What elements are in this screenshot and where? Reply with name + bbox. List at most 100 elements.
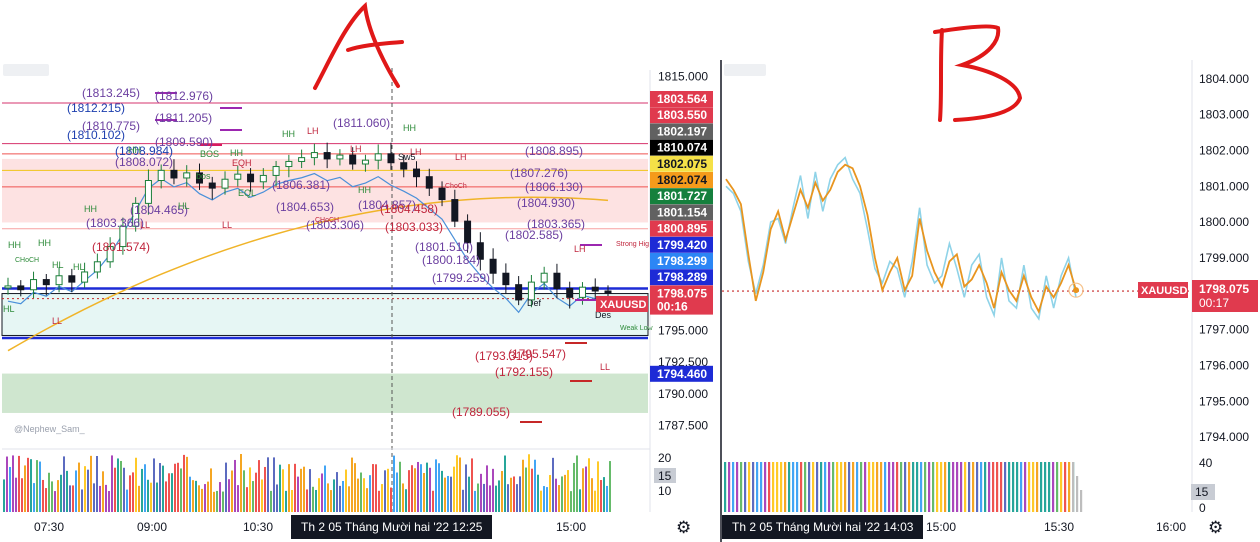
- candle-body: [195, 172, 203, 184]
- volume-bar: [180, 468, 182, 512]
- structure-tag: HL: [178, 201, 190, 211]
- volume-bar: [111, 455, 113, 512]
- price-badge-bg: [650, 139, 713, 156]
- right-top-tab: [724, 64, 766, 76]
- symbol-tag: XAUUSD: [600, 299, 647, 311]
- candle-body: [413, 168, 421, 178]
- volume-bar: [357, 478, 359, 512]
- zone-0: [2, 158, 648, 223]
- volume-badge: 15: [658, 469, 672, 483]
- time-axis-label: 15:30: [1044, 520, 1074, 534]
- premium-discount-box: [1, 293, 649, 336]
- level-label: (1808.072): [115, 155, 173, 169]
- volume-bar: [924, 462, 927, 512]
- volume-bar: [276, 484, 278, 512]
- volume-bar: [378, 490, 380, 512]
- candle-body: [336, 154, 344, 160]
- candle-body: [234, 173, 242, 180]
- price-axis-tick: 1796.000: [1199, 358, 1249, 372]
- volume-bar: [435, 459, 437, 512]
- volume-bar: [1080, 490, 1083, 512]
- volume-bar: [1004, 462, 1007, 512]
- price-axis-tick: 1792.500: [658, 355, 708, 369]
- volume-bar: [12, 455, 14, 512]
- volume-bar: [393, 455, 395, 512]
- volume-bar: [992, 462, 995, 512]
- volume-bar: [78, 462, 80, 512]
- volume-bar: [932, 462, 935, 512]
- volume-bar: [243, 470, 245, 512]
- volume-bar: [279, 464, 281, 512]
- price-badge: 00:16: [657, 300, 688, 314]
- volume-bar: [591, 478, 593, 512]
- volume-bar: [105, 484, 107, 512]
- volume-bar: [1012, 462, 1015, 512]
- zone-1: [2, 293, 648, 336]
- volume-bar: [90, 455, 92, 512]
- price-badge-bg: [650, 172, 713, 188]
- volume-bar: [156, 482, 158, 512]
- volume-bar: [69, 485, 71, 512]
- volume-bar: [816, 462, 819, 512]
- volume-bar: [165, 481, 167, 512]
- level-label: (1801.574): [92, 240, 150, 254]
- candle-body: [285, 160, 293, 168]
- volume-bar: [543, 486, 545, 512]
- candle-body: [604, 290, 612, 294]
- volume-bar: [93, 483, 95, 512]
- candle-body: [489, 258, 497, 274]
- structure-tag: LL: [52, 316, 62, 326]
- volume-bar: [940, 462, 943, 512]
- volume-bar: [820, 462, 823, 512]
- volume-bar: [381, 484, 383, 512]
- volume-bar: [904, 462, 907, 512]
- volume-bar: [372, 464, 374, 512]
- volume-bar: [252, 481, 254, 512]
- candle-body: [4, 285, 12, 289]
- volume-bar: [519, 476, 521, 512]
- volume-bar: [796, 462, 799, 512]
- volume-bar: [570, 491, 572, 512]
- price-badge-bg: [650, 365, 713, 382]
- volume-bar: [594, 490, 596, 512]
- volume-bar: [800, 462, 803, 512]
- volume-bar: [447, 475, 449, 512]
- candle-body: [247, 173, 255, 183]
- price-axis-tick: 1794.000: [1199, 430, 1249, 444]
- candle-body: [170, 169, 178, 179]
- volume-bar: [297, 476, 299, 512]
- volume-bar: [114, 467, 116, 512]
- volume-bar: [944, 462, 947, 512]
- right-chart-svg[interactable]: 1804.000 1803.000 1802.000 1801.000 1800.000…: [720, 0, 1260, 542]
- volume-bar: [928, 462, 931, 512]
- volume-bar: [438, 463, 440, 512]
- price-axis-tick: 1802.000: [1199, 143, 1249, 157]
- volume-bar: [567, 470, 569, 512]
- volume-bar: [609, 461, 611, 512]
- volume-bar: [402, 483, 404, 512]
- left-background: [1, 1, 719, 541]
- structure-tag: LH: [574, 244, 586, 254]
- volume-bar: [552, 457, 554, 512]
- volume-badge: 15: [1195, 485, 1209, 499]
- moving-average-slow: [7, 196, 609, 352]
- volume-bar: [375, 464, 377, 512]
- volume-bar: [351, 457, 353, 512]
- left-settings-gear-icon[interactable]: ⚙: [676, 518, 692, 538]
- volume-bar: [606, 485, 608, 512]
- level-label: (1804.458): [380, 202, 438, 216]
- volume-bar: [426, 462, 428, 512]
- volume-bar: [1076, 476, 1079, 512]
- right-background: [720, 0, 1260, 542]
- right-settings-gear-icon[interactable]: ⚙: [1208, 518, 1224, 538]
- candle-body: [119, 225, 127, 248]
- price-badge: 1798.075: [657, 286, 707, 300]
- volume-bar: [480, 473, 482, 512]
- volume-bar: [531, 468, 533, 512]
- volume-axis-tick: 20: [658, 451, 672, 465]
- volume-bar: [126, 489, 128, 512]
- candle-body: [106, 246, 114, 263]
- left-chart-svg[interactable]: (1813.245) (1812.976) (1812.215) (1810.775)…: [0, 0, 720, 542]
- price-axis-tick: 1804.000: [1199, 72, 1249, 86]
- volume-bar: [231, 470, 233, 512]
